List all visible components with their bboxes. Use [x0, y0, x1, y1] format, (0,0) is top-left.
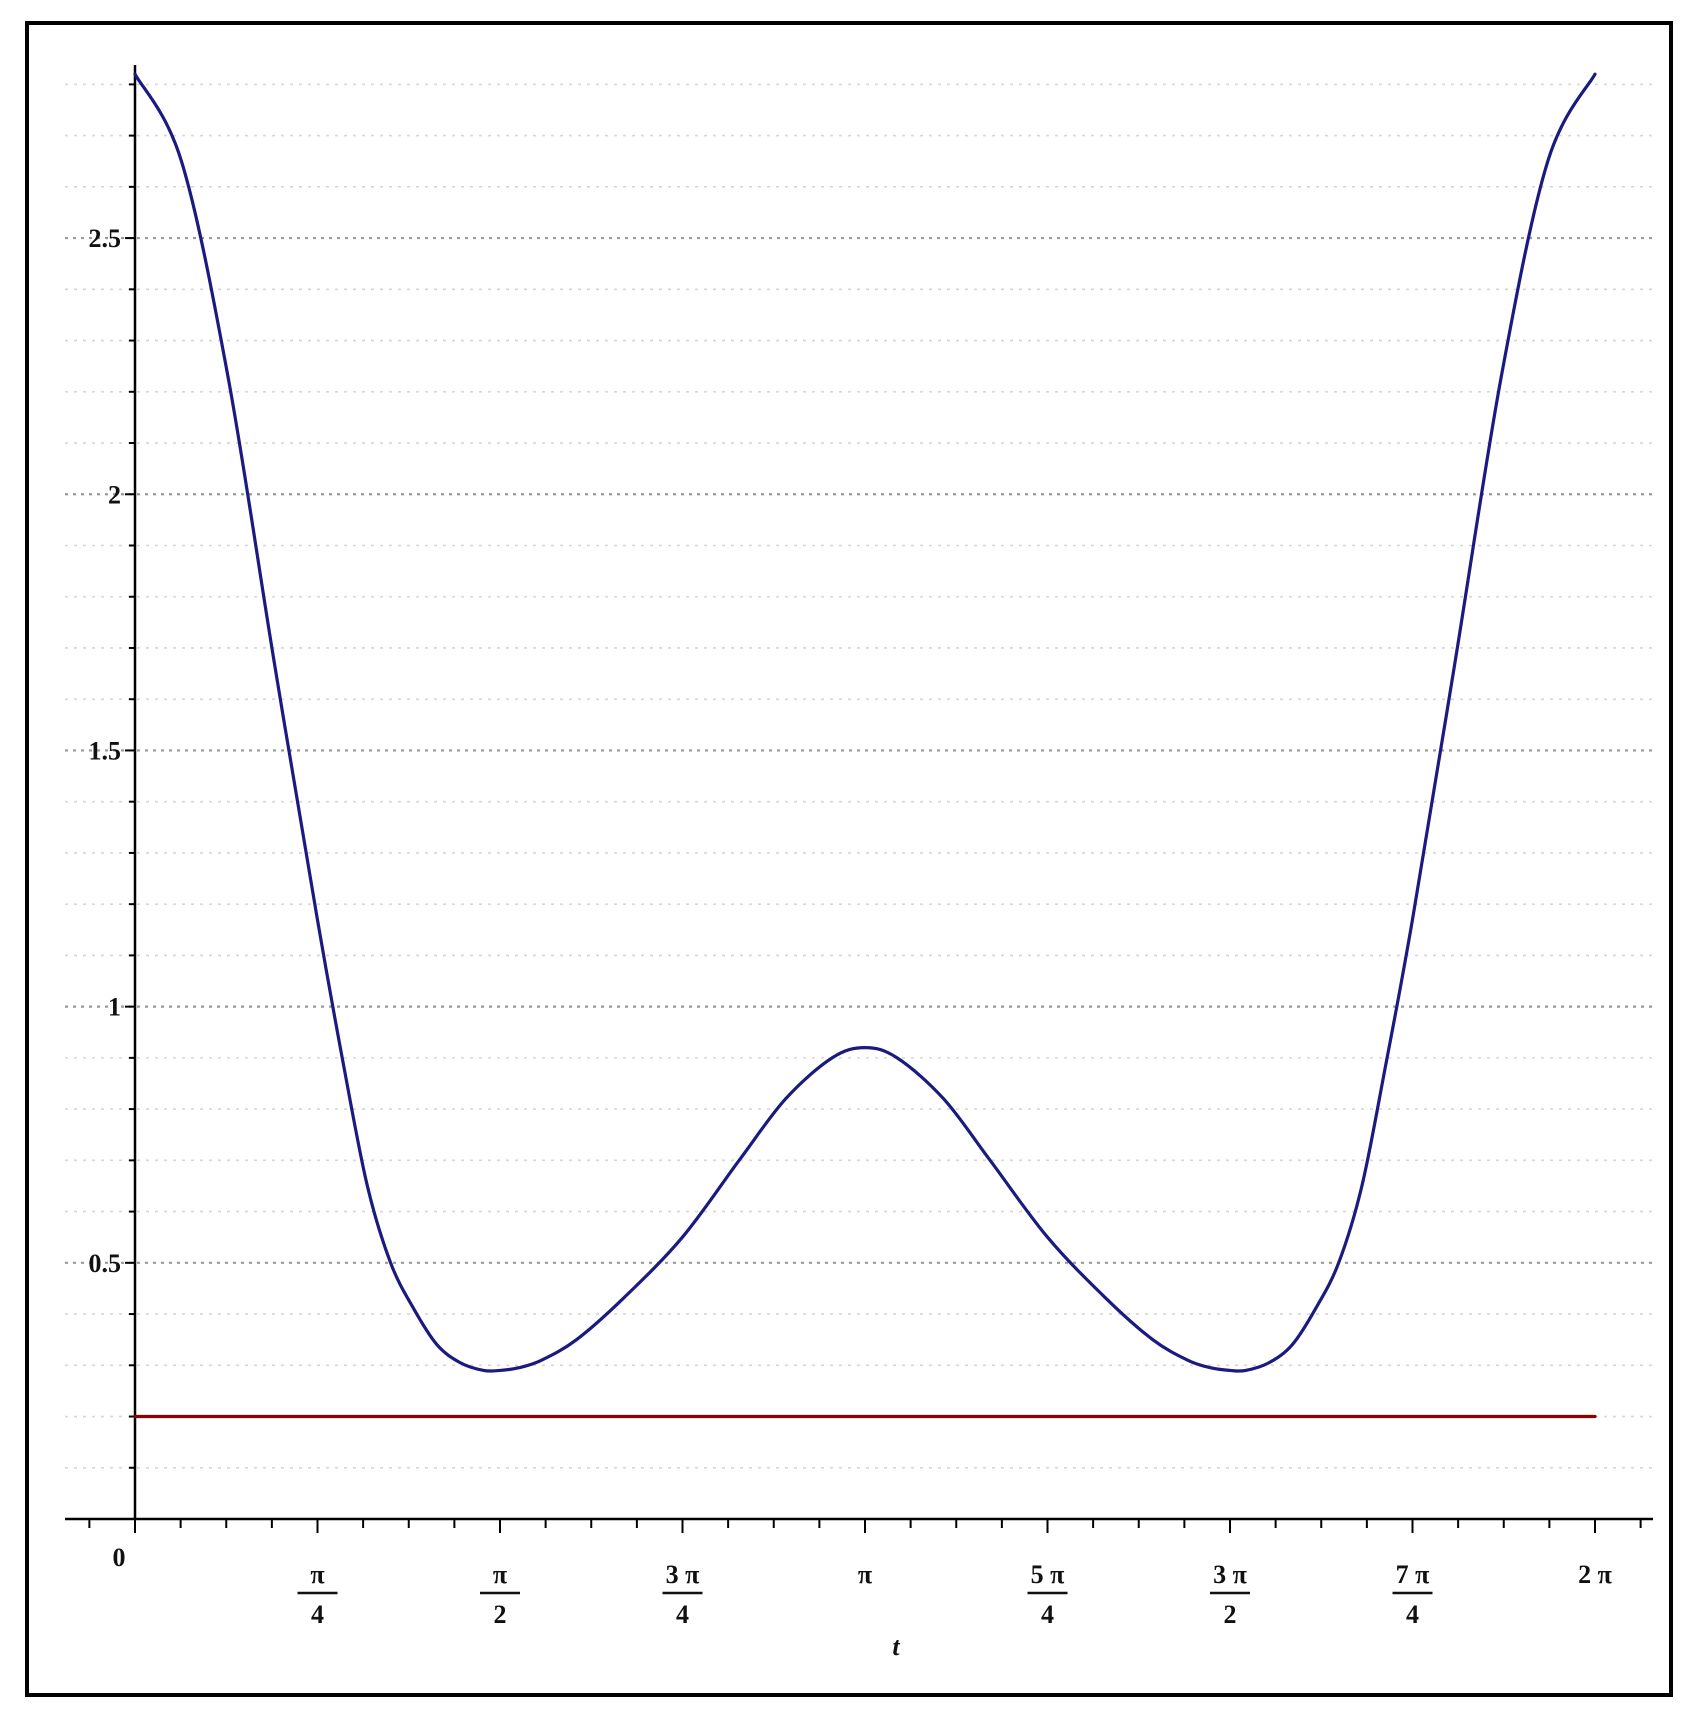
y-tick-label: 1.5 — [89, 736, 122, 765]
x-tick-label-denominator: 4 — [676, 1600, 689, 1629]
series-line-1 — [133, 72, 1597, 1373]
x-tick-label: 2 π — [1578, 1560, 1612, 1589]
chart: 0 π 4 π 2 3 π 4 π 5 π 4 3 π 2 7 π 4 2 π 0.5 1 1.5 2 2.5 t — [65, 65, 1653, 1661]
x-tick-label-denominator: 4 — [1406, 1600, 1419, 1629]
series-layer — [133, 72, 1597, 1419]
y-tick-label: 0.5 — [89, 1249, 122, 1278]
x-tick-label: π — [858, 1560, 872, 1589]
x-tick-label-numerator: 3 π — [666, 1560, 700, 1589]
plot-frame: 0 π 4 π 2 3 π 4 π 5 π 4 3 π 2 7 π 4 2 π 0.5 1 1.5 2 2.5 t — [25, 21, 1673, 1697]
x-tick-label-denominator: 2 — [1224, 1600, 1237, 1629]
y-tick-label: 1 — [108, 993, 121, 1022]
x-tick-label-numerator: 3 π — [1213, 1560, 1247, 1589]
x-axis-label: t — [892, 1632, 900, 1661]
ticks — [88, 83, 1642, 1533]
minor-gridlines — [65, 83, 1653, 1469]
x-tick-label-numerator: π — [493, 1560, 507, 1589]
x-tick-label: 0 — [113, 1543, 126, 1572]
x-tick-label-denominator: 4 — [311, 1600, 324, 1629]
axes — [65, 65, 1653, 1521]
x-tick-label-denominator: 2 — [494, 1600, 507, 1629]
x-tick-label-numerator: 5 π — [1031, 1560, 1065, 1589]
y-tick-label: 2 — [108, 480, 121, 509]
tick-labels: 0 π 4 π 2 3 π 4 π 5 π 4 3 π 2 7 π 4 2 π 0.5 1 1.5 2 2.5 — [89, 224, 1612, 1629]
x-tick-label-denominator: 4 — [1041, 1600, 1054, 1629]
major-gridlines — [65, 236, 1653, 1264]
y-tick-label: 2.5 — [89, 224, 122, 253]
x-tick-label-numerator: 7 π — [1396, 1560, 1430, 1589]
x-tick-label-numerator: π — [310, 1560, 324, 1589]
